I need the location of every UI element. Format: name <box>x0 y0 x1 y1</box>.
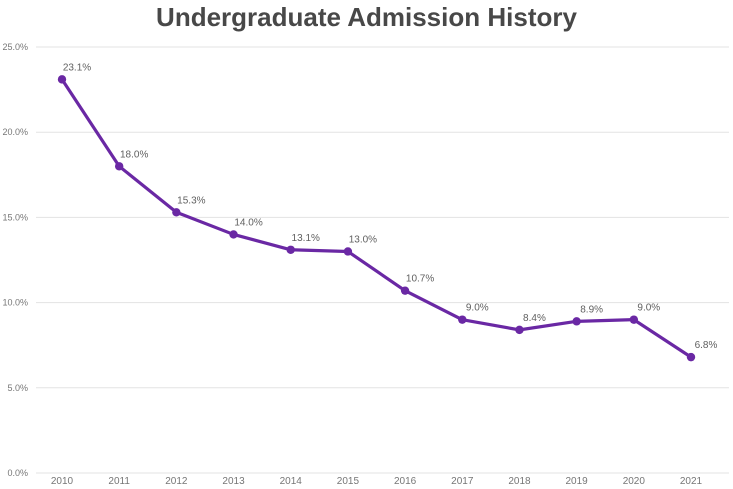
data-point-label: 18.0% <box>120 149 148 160</box>
x-axis-tick-label: 2016 <box>394 476 417 487</box>
x-axis-tick-label: 2012 <box>165 476 188 487</box>
data-point-marker <box>572 317 581 326</box>
data-point-label: 23.1% <box>63 62 91 73</box>
data-point-marker <box>515 325 524 335</box>
data-point-marker <box>286 245 295 254</box>
y-axis-tick-label: 0.0% <box>7 468 28 478</box>
x-axis-tick-label: 2019 <box>566 476 589 487</box>
x-axis-tick-label: 2011 <box>108 476 130 487</box>
data-point-marker <box>400 286 410 295</box>
y-axis-tick-label: 25.0% <box>2 42 28 52</box>
data-point-marker <box>343 247 353 256</box>
data-point-marker <box>629 315 639 324</box>
y-axis-tick-label: 5.0% <box>7 383 28 393</box>
x-axis-tick-label: 2017 <box>451 476 474 487</box>
data-point-marker <box>458 315 467 324</box>
x-axis-tick-label: 2015 <box>337 476 360 487</box>
x-axis-tick-label: 2020 <box>623 476 646 487</box>
x-axis-tick-label: 2010 <box>51 476 74 487</box>
data-point-label: 6.8% <box>695 340 718 351</box>
data-point-marker <box>57 75 67 84</box>
data-point-marker <box>172 208 181 217</box>
data-point-marker <box>229 230 238 239</box>
data-point-label: 15.3% <box>177 195 205 206</box>
data-point-label: 13.0% <box>349 234 377 245</box>
data-point-label: 9.0% <box>637 303 660 314</box>
y-axis-tick-label: 20.0% <box>2 127 28 137</box>
x-axis-tick-label: 2021 <box>680 476 703 487</box>
data-point-label: 9.0% <box>466 303 489 314</box>
data-point-label: 13.1% <box>292 233 320 244</box>
x-axis-tick-label: 2014 <box>280 476 303 487</box>
data-point-label: 8.4% <box>523 313 546 324</box>
trend-line <box>60 77 693 359</box>
data-point-label: 10.7% <box>406 274 434 285</box>
data-point-marker <box>114 162 124 171</box>
chart-title: Undergraduate Admission History <box>156 2 577 32</box>
data-point-marker <box>686 352 696 362</box>
data-point-label: 8.9% <box>580 304 603 315</box>
x-axis-tick-label: 2018 <box>508 476 531 487</box>
data-point-label: 14.0% <box>234 217 262 228</box>
x-axis-tick-label: 2013 <box>222 476 245 487</box>
y-axis-tick-label: 15.0% <box>2 212 28 222</box>
y-axis-tick-label: 10.0% <box>2 298 28 308</box>
